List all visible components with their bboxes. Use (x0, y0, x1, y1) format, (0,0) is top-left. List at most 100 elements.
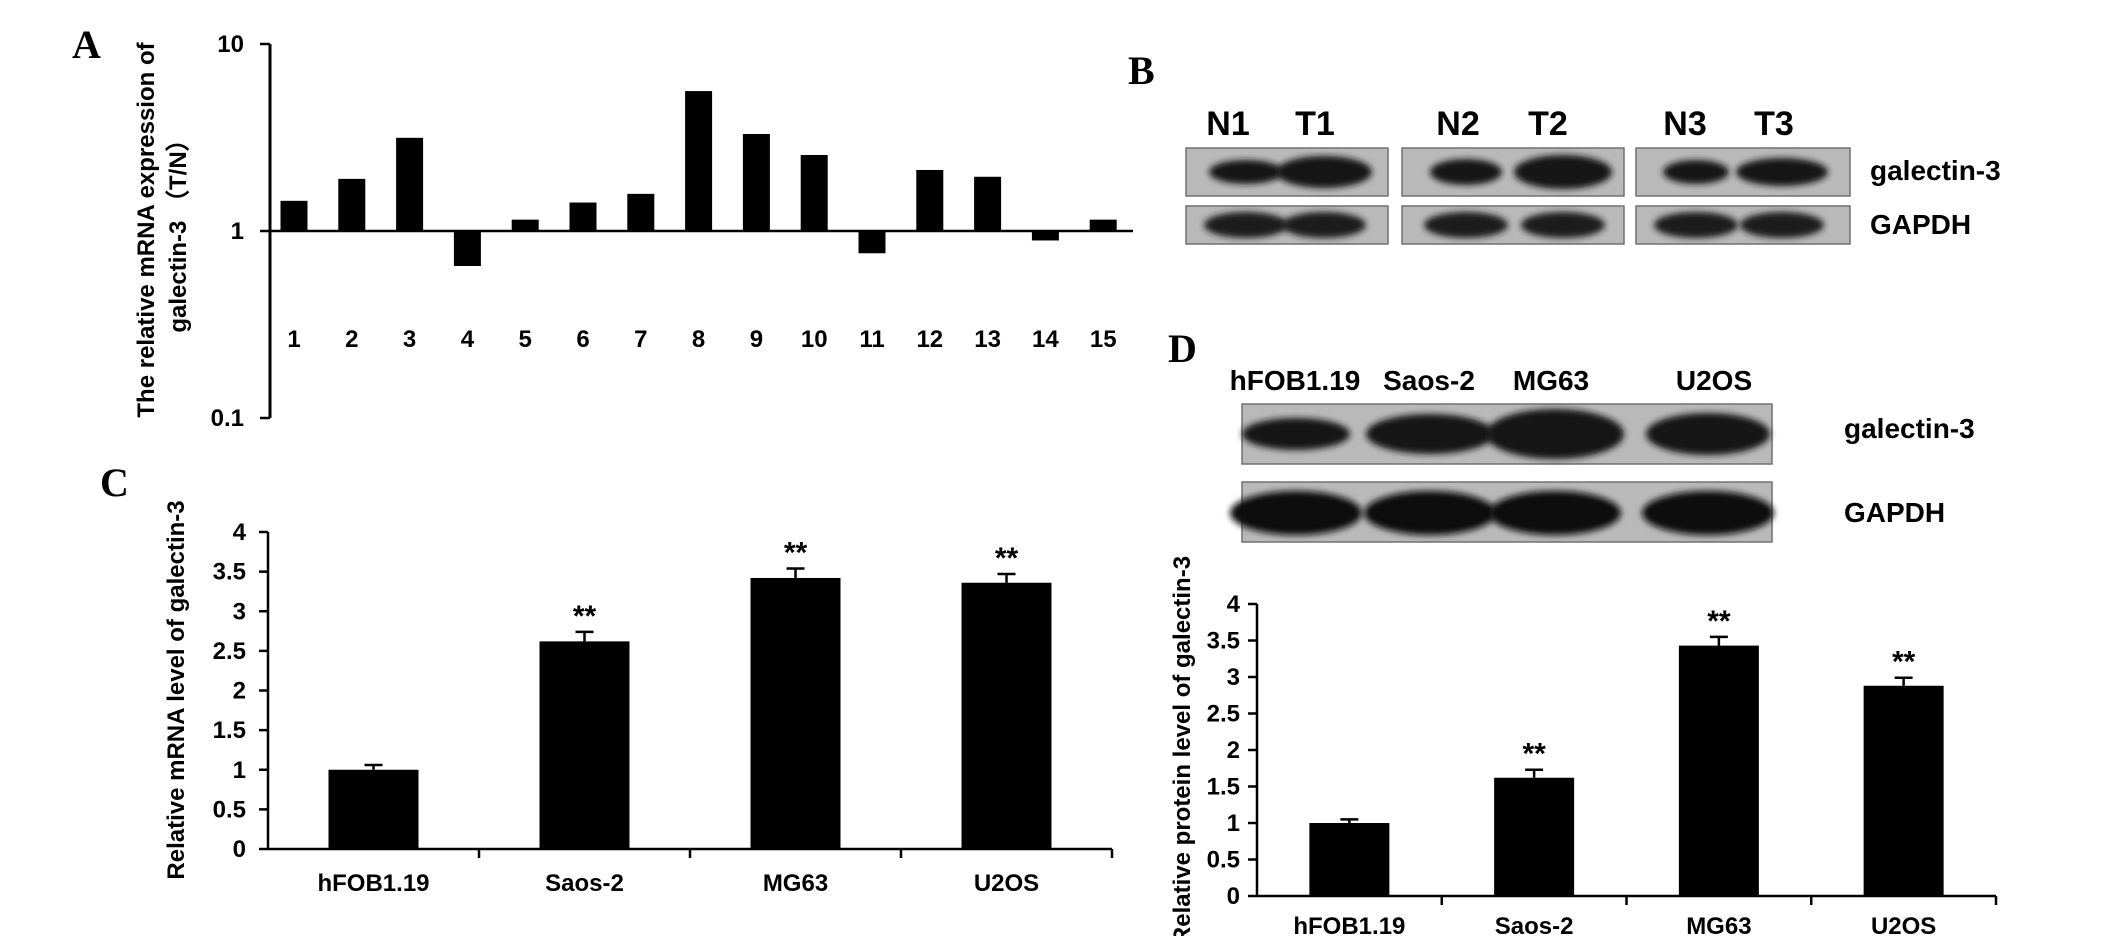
panel-a-bar-4 (453, 231, 481, 266)
panel-a-x-tick-label-4: 4 (461, 326, 475, 353)
panel-d-y-tick-label-2: 2 (1227, 737, 1240, 764)
panel-a-bar-10 (800, 154, 828, 231)
panel-b-band-label-gapdh: GAPDH (1870, 209, 1971, 240)
panel-a-y-axis-title-line1: The relative mRNA expression of (133, 41, 160, 417)
panel-b-blot-image (1185, 147, 1851, 245)
panel-d-band-gapdh-MG63 (1489, 491, 1621, 535)
panel-c-y-tick-label-0.5: 0.5 (213, 796, 246, 823)
panel-c-bar-U2OS (961, 582, 1052, 849)
panel-a-bar-1 (280, 200, 308, 231)
panel-d-y-tick-label-3: 3 (1227, 664, 1240, 691)
panel-c-y-tick-label-4: 4 (233, 519, 247, 546)
panel-d-y-tick-label-1: 1 (1227, 810, 1240, 837)
panel-d-y-tick-label-0: 0 (1227, 883, 1240, 910)
panel-a-bar-11 (858, 231, 886, 254)
panel-d-lane-label-Saos-2: Saos-2 (1383, 365, 1475, 396)
panel-c-y-tick-label-2.5: 2.5 (213, 638, 246, 665)
panel-c-significance-Saos-2: ** (573, 600, 597, 633)
panel-a-x-tick-label-7: 7 (634, 326, 647, 353)
panel-a-bar-2 (338, 178, 366, 231)
panel-b-band-galectin-3-T3 (1736, 158, 1828, 186)
panel-a-y-tick-label-1: 1 (231, 218, 244, 245)
panel-a-bar-14 (1031, 231, 1059, 241)
panel-b-band-gapdh-N1 (1204, 212, 1288, 238)
panel-d-lane-label-U2OS: U2OS (1676, 365, 1752, 396)
panel-a-bar-12 (916, 169, 944, 231)
panel-label-a: A (72, 22, 101, 67)
panel-b-band-gapdh-N2 (1424, 212, 1508, 238)
panel-a-x-tick-label-15: 15 (1090, 326, 1117, 353)
panel-b-band-galectin-3-T2 (1514, 155, 1612, 189)
panel-d-y-ticks: 0 0.5 1 1.5 2 2.5 3 3.5 4 (1207, 591, 1998, 910)
panel-c-y-tick-label-3: 3 (233, 598, 246, 625)
panel-a-bar-15 (1089, 219, 1117, 231)
panel-c-x-tick-label-U2OS: U2OS (974, 870, 1039, 897)
panel-b-band-gapdh-T2 (1521, 212, 1605, 238)
panel-c-y-tick-label-2: 2 (233, 678, 246, 705)
panel-a-y-tick-label-0.1: 0.1 (211, 405, 244, 432)
panel-c-y-ticks: 0 0.5 1 1.5 2 2.5 3 3.5 4 (213, 519, 1114, 863)
panel-c-significance-U2OS: ** (995, 542, 1019, 575)
panel-d-x-tick-label-U2OS: U2OS (1871, 913, 1936, 936)
panel-a-x-tick-label-3: 3 (403, 326, 416, 353)
panel-b-blot: N1 T1 N2 T2 N3 T3 galectin-3 GAPDH (1185, 105, 2001, 245)
panel-d-x-tick-label-Saos-2: Saos-2 (1495, 913, 1574, 936)
panel-a-x-tick-labels: 1 2 3 4 5 6 7 8 9 10 11 12 13 14 15 (287, 326, 1116, 353)
panel-b-band-gapdh-T1 (1282, 212, 1366, 238)
panel-c-bar-Saos-2 (539, 641, 630, 849)
panel-c-y-axis-title: Relative mRNA level of galectin-3 (163, 500, 190, 879)
panel-label-d: D (1168, 326, 1197, 371)
panel-c-x-tick-label-Saos-2: Saos-2 (545, 870, 624, 897)
panel-d-y-axis-title: Relative protein level of galectin-3 (1169, 556, 1196, 936)
panel-b-band-galectin-3-N2 (1430, 159, 1502, 185)
panel-d-lane-labels: hFOB1.19 Saos-2 MG63 U2OS (1230, 365, 1752, 396)
panel-a-x-tick-label-1: 1 (287, 326, 300, 353)
panel-c-y-tick-label-1.5: 1.5 (213, 717, 246, 744)
panel-d-significance-MG63: ** (1707, 605, 1731, 638)
panel-a-bar-8 (685, 91, 713, 231)
panel-c-chart: 0 0.5 1 1.5 2 2.5 3 3.5 4 ** ** ** hFOB1.19 Saos-2 M… (163, 500, 1114, 897)
panel-b-band-label-galectin-3: galectin-3 (1870, 155, 2001, 186)
panel-d-lane-label-MG63: MG63 (1513, 365, 1589, 396)
panel-b-band-galectin-3-N1 (1209, 160, 1283, 184)
panel-a-bar-3 (396, 137, 424, 231)
panel-c-bar-hFOB1.19 (328, 769, 419, 849)
panel-a-x-tick-label-5: 5 (519, 326, 532, 353)
panel-a-x-tick-label-14: 14 (1032, 326, 1059, 353)
panel-d-band-gapdh-U2OS (1642, 491, 1774, 535)
panel-d-band-gapdh-hFOB1.19 (1230, 491, 1362, 535)
panel-label-c: C (100, 460, 129, 505)
panel-d-x-tick-label-hFOB1.19: hFOB1.19 (1293, 913, 1405, 936)
panel-b-band-galectin-3-N3 (1663, 160, 1729, 184)
panel-a-bar-5 (511, 219, 539, 231)
panel-b-band-gapdh-T3 (1740, 212, 1824, 238)
panel-b-lane-labels: N1 T1 N2 T2 N3 T3 (1206, 105, 1794, 143)
panel-a-x-tick-label-8: 8 (692, 326, 705, 353)
panel-d-bar-hFOB1.19 (1309, 823, 1390, 896)
panel-c-x-tick-label-MG63: MG63 (763, 870, 828, 897)
panel-d-bars: ** ** ** (1309, 605, 1944, 896)
panel-d-chart: 0 0.5 1 1.5 2 2.5 3 3.5 4 ** ** ** hFOB1.19 Saos-2 M… (1169, 556, 1998, 936)
panel-a-y-tick-label-10: 10 (217, 31, 244, 58)
panel-a-bar-13 (974, 176, 1002, 231)
panel-d-x-tick-label-MG63: MG63 (1686, 913, 1751, 936)
panel-c-x-tick-label-hFOB1.19: hFOB1.19 (317, 870, 429, 897)
panel-b-lane-label-T3: T3 (1754, 105, 1794, 143)
panel-c-y-tick-label-0: 0 (233, 836, 246, 863)
panel-c-bars: ** ** ** (328, 536, 1052, 849)
panel-d-band-galectin-3-U2OS (1646, 413, 1770, 455)
panel-a-bar-7 (627, 193, 655, 231)
panel-b-band-galectin-3-T1 (1276, 156, 1372, 188)
panel-d-y-tick-label-2.5: 2.5 (1207, 701, 1240, 728)
panel-d-significance-Saos-2: ** (1522, 738, 1546, 771)
panel-a-x-tick-label-11: 11 (859, 326, 884, 353)
panel-a-x-tick-label-10: 10 (801, 326, 828, 353)
panel-d-bar-Saos-2 (1494, 777, 1575, 896)
panel-c-y-tick-label-3.5: 3.5 (213, 559, 246, 586)
panel-a-x-tick-label-13: 13 (974, 326, 1001, 353)
panel-d-band-galectin-3-Saos-2 (1366, 414, 1494, 454)
panel-d-band-galectin-3-hFOB1.19 (1242, 418, 1350, 450)
panel-d-y-tick-label-3.5: 3.5 (1207, 628, 1240, 655)
panel-a-y-axis-title-line2: galectin-3 （T/N） (165, 127, 192, 332)
